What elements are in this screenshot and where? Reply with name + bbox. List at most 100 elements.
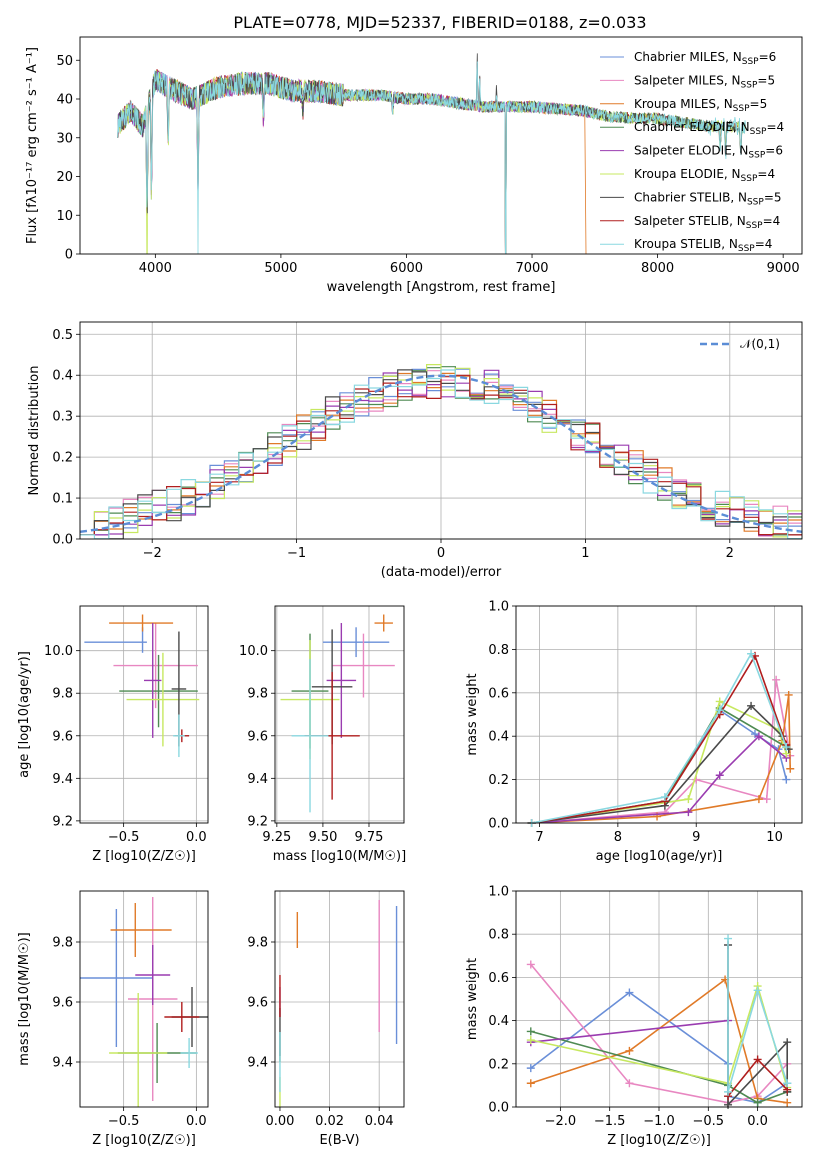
- legend-nssp: 4: [765, 237, 773, 251]
- weight-marker: [782, 775, 791, 784]
- legend-name: Kroupa ELODIE: [634, 167, 724, 181]
- weight-marker: [753, 986, 762, 995]
- y-tick-label: 0.0: [488, 817, 509, 832]
- y-tick-label: 9.4: [52, 772, 73, 787]
- y-tick-label: 0.0: [488, 1101, 509, 1116]
- y-tick-label: 0.2: [488, 1057, 509, 1072]
- axes-frame: [79, 605, 209, 824]
- weight-marker: [783, 1038, 792, 1047]
- x-tick-label: 9: [692, 830, 700, 845]
- legend-name: Kroupa MILES: [634, 97, 716, 111]
- weight-marker: [747, 701, 756, 710]
- weight-marker: [684, 795, 693, 804]
- residuals-panel: −2 −1 0 1 2 0.0 0.1 0.2 0.3 0.4 0.5 (data-model)/er…: [27, 321, 803, 580]
- weight-marker: [724, 1087, 733, 1096]
- weight-line-2: [531, 694, 791, 824]
- weight-line-8: [727, 938, 788, 1093]
- legend-nssp: 5: [760, 97, 768, 111]
- weight-marker: [715, 697, 724, 706]
- legend-eq: =: [766, 120, 776, 134]
- x-tick-label: 0.02: [315, 1114, 344, 1129]
- x-tick-label: 0.0: [747, 1114, 768, 1129]
- legend-nssp: 5: [774, 190, 782, 204]
- x-tick-label: 5000: [264, 261, 297, 276]
- weight-line-1: [531, 679, 791, 824]
- weight-marker: [715, 771, 724, 780]
- x-tick-label: 0.0: [186, 1114, 207, 1129]
- weight-marker: [762, 795, 771, 804]
- legend-eq: =: [750, 97, 760, 111]
- x-tick-label: 9000: [767, 261, 800, 276]
- weight-marker: [660, 792, 669, 801]
- weight-marker: [625, 988, 634, 997]
- weight-marker: [526, 1064, 535, 1073]
- y-tick-label: 9.8: [247, 687, 268, 702]
- weight-marker: [684, 808, 693, 817]
- y-axis-label: Normed distribution: [27, 366, 42, 496]
- x-tick-label: 4000: [139, 261, 172, 276]
- y-tick-label: 9.2: [247, 814, 268, 829]
- legend-name: Salpeter ELODIE: [634, 144, 732, 158]
- spectrum-series-8: [117, 61, 746, 254]
- axes-frame: [79, 36, 803, 255]
- legend-nssp: 4: [767, 167, 775, 181]
- x-tick-label: −1.5: [594, 1114, 626, 1129]
- legend-nssp: 6: [769, 50, 777, 64]
- x-axis-label: wavelength [Angstrom, rest frame]: [327, 280, 556, 295]
- legend-n: , N: [730, 190, 747, 204]
- x-tick-label: −0.5: [693, 1114, 725, 1129]
- y-tick-label: 0.2: [488, 773, 509, 788]
- age-vs-mass-panel: 9.25 9.50 9.75 9.2 9.4 9.6 9.8 10.0 mass [log10(…: [239, 605, 406, 864]
- legend-sub: SSP: [741, 174, 758, 184]
- x-tick-label: 0: [437, 546, 445, 561]
- weight-marker: [715, 706, 724, 715]
- y-axis-label: mass [log10(M/M☉)]: [17, 932, 32, 1065]
- x-tick-label: 7: [535, 830, 543, 845]
- x-tick-label: 6000: [390, 261, 423, 276]
- spectrum-panel: 4000 5000 6000 7000 8000 9000 0 10 20 30 40 50 wavel…: [25, 36, 803, 295]
- y-tick-label: 30: [56, 131, 73, 146]
- y-tick-label: 9.8: [52, 687, 73, 702]
- legend-name: Chabrier ELODIE: [634, 120, 733, 134]
- x-axis-label: age [log10(age/yr)]: [596, 849, 723, 864]
- y-tick-label: 9.6: [247, 996, 268, 1011]
- legend-eq: =: [764, 190, 774, 204]
- x-tick-label: 10: [766, 830, 783, 845]
- legend-sub: SSP: [747, 197, 764, 207]
- legend-name: Kroupa STELIB: [634, 237, 721, 251]
- weight-marker: [747, 649, 756, 658]
- legend-sub: SSP: [733, 104, 750, 114]
- legend-eq: =: [755, 237, 765, 251]
- x-tick-label: 0.00: [265, 1114, 294, 1129]
- y-tick-label: 0.1: [52, 492, 73, 507]
- x-tick-label: 2: [726, 546, 734, 561]
- weight-line-3: [530, 1030, 788, 1104]
- weight-marker: [625, 1079, 634, 1088]
- y-tick-label: 0.6: [488, 686, 509, 701]
- weight-marker: [526, 1027, 535, 1036]
- weight-line-8: [531, 651, 788, 824]
- legend-n: , N: [733, 120, 750, 134]
- x-tick-label: 9.75: [355, 830, 384, 845]
- legend-label: Chabrier MILES, NSSP=6: [634, 50, 776, 67]
- normal-curve: [79, 374, 803, 533]
- legend-name: Chabrier MILES: [634, 50, 725, 64]
- y-tick-label: 9.2: [52, 814, 73, 829]
- y-tick-label: 0.2: [52, 451, 73, 466]
- weight-marker: [754, 732, 763, 741]
- legend-sub: SSP: [741, 80, 758, 90]
- x-tick-label: −2.0: [545, 1114, 577, 1129]
- legend-n: , N: [716, 97, 733, 111]
- legend-nssp: 4: [773, 214, 781, 228]
- x-tick-label: 9.50: [308, 830, 337, 845]
- legend-sub: SSP: [748, 151, 765, 161]
- y-axis-label: age [log10(age/yr)]: [17, 651, 32, 778]
- y-tick-label: 9.8: [52, 936, 73, 951]
- y-tick-label: 0.4: [488, 730, 509, 745]
- y-tick-label: 9.6: [52, 729, 73, 744]
- y-tick-label: 9.6: [52, 996, 73, 1011]
- weight-line-5: [531, 700, 788, 824]
- legend-n: , N: [732, 144, 749, 158]
- legend-name: Chabrier STELIB: [634, 190, 730, 204]
- legend-sub: SSP: [750, 127, 767, 137]
